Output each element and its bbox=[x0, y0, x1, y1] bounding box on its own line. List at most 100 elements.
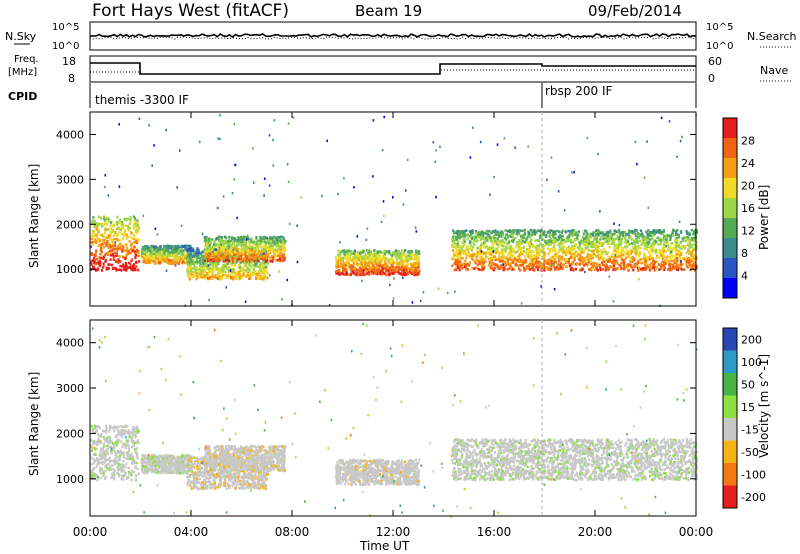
data-cell bbox=[179, 257, 183, 260]
data-cell bbox=[591, 245, 594, 248]
data-cell bbox=[230, 236, 233, 239]
data-cell bbox=[143, 246, 146, 250]
data-cell bbox=[383, 249, 386, 253]
nave-line bbox=[90, 69, 696, 75]
data-cell bbox=[264, 243, 267, 246]
data-cell bbox=[137, 260, 141, 263]
data-cell bbox=[280, 235, 283, 239]
freq-unit-label: [MHz] bbox=[8, 67, 37, 78]
data-cell bbox=[246, 268, 249, 271]
data-cell bbox=[108, 263, 111, 266]
data-cell bbox=[266, 262, 269, 266]
data-cell bbox=[146, 253, 149, 256]
data-cell bbox=[175, 261, 178, 265]
data-cell bbox=[252, 264, 255, 267]
data-cell bbox=[145, 257, 148, 260]
data-cell bbox=[211, 276, 214, 280]
data-cell bbox=[458, 260, 461, 263]
data-cell bbox=[111, 254, 114, 257]
data-cell bbox=[250, 262, 253, 266]
data-cell bbox=[212, 273, 215, 277]
data-cell bbox=[522, 229, 525, 233]
data-cell bbox=[107, 236, 110, 239]
data-cell bbox=[650, 244, 653, 248]
data-cell bbox=[452, 229, 455, 232]
data-cell bbox=[539, 262, 542, 265]
data-cell bbox=[126, 249, 129, 253]
data-cell bbox=[192, 259, 195, 262]
data-cell bbox=[401, 273, 405, 276]
data-cell bbox=[215, 243, 219, 246]
data-cell bbox=[263, 273, 266, 277]
data-cell bbox=[189, 269, 193, 273]
data-cell bbox=[468, 263, 471, 267]
data-cell bbox=[241, 266, 244, 270]
data-cell bbox=[147, 260, 150, 263]
data-cell bbox=[104, 253, 107, 257]
data-cell bbox=[673, 246, 676, 250]
data-cell bbox=[97, 262, 100, 265]
data-cell bbox=[223, 251, 227, 255]
data-cell bbox=[132, 268, 135, 272]
data-cell bbox=[97, 222, 100, 226]
data-cell bbox=[518, 229, 521, 233]
data-cell bbox=[149, 261, 152, 264]
data-cell bbox=[118, 255, 121, 258]
data-cell bbox=[663, 240, 666, 243]
data-cell bbox=[248, 260, 251, 264]
data-cell bbox=[220, 238, 223, 242]
data-cell bbox=[245, 259, 248, 263]
data-cell bbox=[402, 261, 405, 265]
data-cell bbox=[181, 244, 184, 248]
data-cell bbox=[482, 251, 485, 255]
data-cell bbox=[98, 215, 101, 219]
data-cell bbox=[249, 264, 252, 268]
data-cell bbox=[199, 256, 202, 260]
data-cell bbox=[97, 239, 100, 243]
data-cell bbox=[647, 251, 651, 254]
data-cell bbox=[225, 236, 228, 240]
data-cell bbox=[141, 255, 144, 259]
data-cell bbox=[247, 274, 250, 277]
data-cell bbox=[565, 260, 568, 263]
data-cell bbox=[639, 251, 642, 254]
data-cell bbox=[262, 249, 266, 253]
data-cell bbox=[128, 222, 131, 225]
data-cell bbox=[172, 252, 175, 255]
data-cell bbox=[375, 266, 378, 270]
data-cell bbox=[196, 275, 199, 279]
data-cell bbox=[642, 242, 645, 245]
data-cell bbox=[204, 264, 207, 268]
data-cell bbox=[520, 247, 523, 250]
data-cell bbox=[630, 263, 633, 267]
data-cell bbox=[95, 240, 98, 243]
data-cell bbox=[229, 261, 232, 265]
data-cell bbox=[245, 245, 248, 249]
data-cell bbox=[136, 219, 139, 222]
data-cell bbox=[130, 231, 133, 235]
data-cell bbox=[660, 267, 663, 270]
data-cell bbox=[134, 268, 137, 272]
data-cell bbox=[674, 265, 677, 269]
data-cell bbox=[144, 259, 147, 262]
data-cell bbox=[537, 244, 540, 247]
data-cell bbox=[196, 247, 199, 250]
data-cell bbox=[163, 252, 166, 255]
data-cell bbox=[189, 266, 192, 270]
data-cell bbox=[96, 224, 99, 228]
data-cell bbox=[585, 234, 588, 237]
data-cell bbox=[166, 253, 169, 257]
data-cell bbox=[164, 246, 167, 250]
data-cell bbox=[460, 263, 463, 267]
data-cell bbox=[258, 250, 261, 253]
data-cell bbox=[485, 245, 488, 248]
data-cell bbox=[690, 245, 693, 249]
data-cell bbox=[346, 263, 349, 267]
data-cell bbox=[130, 243, 133, 247]
data-cell bbox=[96, 267, 99, 271]
data-cell bbox=[466, 248, 469, 252]
data-cell bbox=[215, 267, 218, 271]
data-cell bbox=[407, 252, 410, 256]
data-cell bbox=[659, 242, 662, 246]
data-cell bbox=[618, 263, 621, 267]
